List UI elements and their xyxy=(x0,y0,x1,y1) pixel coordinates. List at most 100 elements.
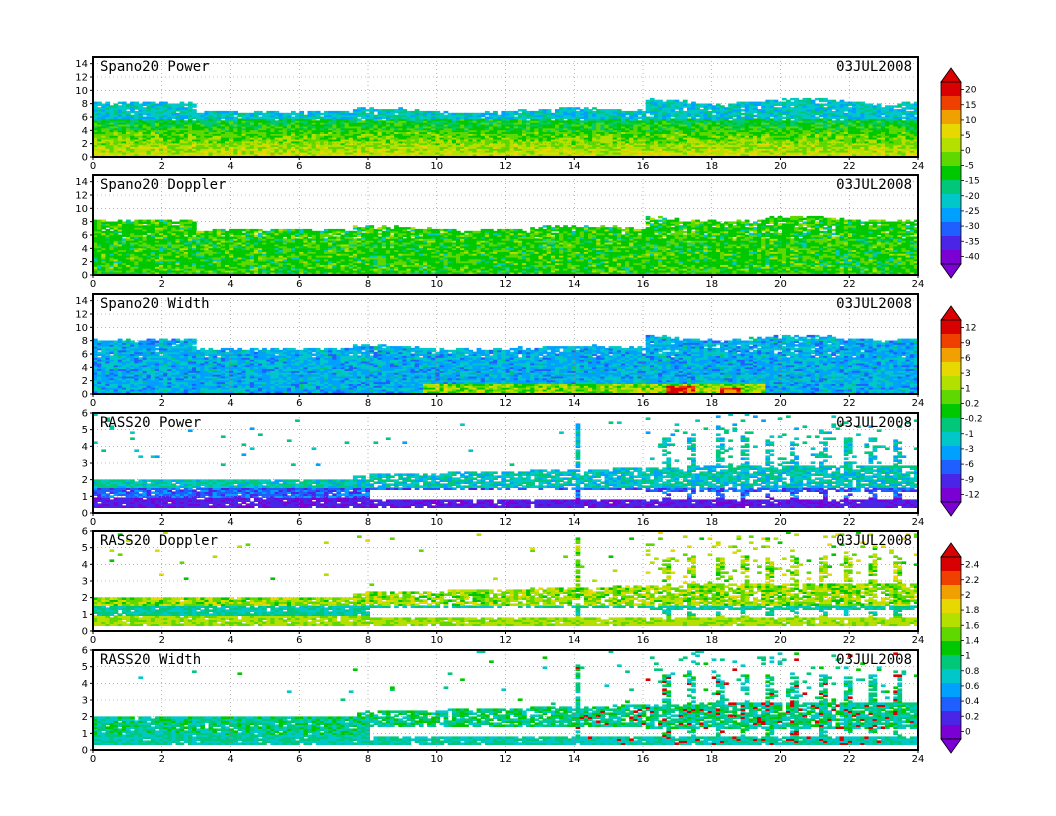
heat-cell xyxy=(802,101,808,105)
heat-cell xyxy=(542,142,548,146)
heat-cell xyxy=(183,112,189,116)
heat-cell xyxy=(711,124,717,127)
heat-cell xyxy=(352,146,358,149)
heat-cell xyxy=(97,107,102,110)
heat-cell xyxy=(703,135,709,138)
heat-cell xyxy=(117,137,123,140)
heat-cell xyxy=(418,110,424,114)
heat-cell xyxy=(497,129,502,133)
heat-cell xyxy=(740,125,746,129)
heat-cell xyxy=(773,142,779,146)
heat-cell xyxy=(802,114,808,118)
heat-cell xyxy=(736,144,742,147)
heat-cell xyxy=(150,122,156,125)
heat-cell xyxy=(315,148,321,151)
heat-cell xyxy=(418,140,424,144)
heat-cell xyxy=(348,137,354,140)
heat-cell xyxy=(229,150,234,153)
heat-cell xyxy=(225,146,230,149)
heat-cell xyxy=(468,114,474,118)
heat-cell xyxy=(282,129,288,133)
heat-cell xyxy=(484,127,490,131)
heat-cell xyxy=(423,133,428,136)
heat-cell xyxy=(777,129,783,133)
heat-cell xyxy=(748,125,754,129)
heat-cell xyxy=(517,109,523,112)
heat-cell xyxy=(526,114,531,118)
heat-cell xyxy=(546,129,552,133)
heat-cell xyxy=(418,114,424,118)
heat-cell xyxy=(592,152,597,155)
heat-cell xyxy=(703,138,709,142)
heat-cell xyxy=(674,112,680,116)
heat-cell xyxy=(204,135,210,138)
heat-cell xyxy=(814,112,820,116)
heat-cell xyxy=(282,137,288,140)
heat-cell xyxy=(596,114,601,118)
heat-cell xyxy=(336,152,342,155)
heat-cell xyxy=(501,125,507,129)
heat-cell xyxy=(126,140,131,144)
heat-cell xyxy=(583,109,589,112)
heat-cell xyxy=(216,127,222,131)
heat-cell xyxy=(464,114,469,118)
heat-cell xyxy=(600,125,606,129)
heat-cell xyxy=(583,114,589,118)
heat-cell xyxy=(550,131,556,134)
heat-cell xyxy=(608,127,614,131)
heat-cell xyxy=(369,124,375,127)
heat-cell xyxy=(357,146,362,149)
heat-cell xyxy=(695,109,700,112)
heat-cell xyxy=(493,148,498,151)
heat-cell xyxy=(105,112,111,116)
heat-cell xyxy=(208,120,214,123)
heat-cell xyxy=(212,125,218,129)
heat-cell xyxy=(109,131,115,134)
heat-cell xyxy=(253,120,259,123)
heat-cell xyxy=(530,120,535,123)
heat-cell xyxy=(691,152,696,155)
heat-cell xyxy=(583,120,589,123)
heat-cell xyxy=(575,107,581,110)
heat-cell xyxy=(798,109,804,112)
heat-cell xyxy=(480,129,486,133)
heat-cell xyxy=(489,114,494,118)
heat-cell xyxy=(744,109,750,112)
heat-cell xyxy=(390,110,395,114)
heat-cell xyxy=(476,118,482,121)
heat-cell xyxy=(695,138,700,142)
heat-cell xyxy=(101,153,107,157)
heat-cell xyxy=(814,135,820,138)
heat-cell xyxy=(192,140,197,144)
heat-cell xyxy=(204,133,210,136)
heat-cell xyxy=(229,120,234,123)
heat-cell xyxy=(600,109,606,112)
heat-cell xyxy=(109,153,115,157)
heat-cell xyxy=(468,125,474,129)
heat-cell xyxy=(530,150,535,153)
heat-cell xyxy=(348,114,354,118)
heat-cell xyxy=(266,142,272,146)
heat-cell xyxy=(130,135,135,138)
heat-cell xyxy=(847,127,853,131)
heat-cell xyxy=(134,103,140,106)
heat-cell xyxy=(439,133,445,136)
heat-cell xyxy=(880,148,886,151)
heat-cell xyxy=(872,110,878,114)
heat-cell xyxy=(695,114,700,118)
heat-cell xyxy=(662,140,667,144)
heat-cell xyxy=(480,142,486,146)
heat-cell xyxy=(579,112,585,116)
heat-cell xyxy=(715,133,721,136)
heat-cell xyxy=(460,142,465,146)
heat-cell xyxy=(101,142,107,146)
heat-cell xyxy=(423,137,428,140)
heat-cell xyxy=(406,131,412,134)
heat-cell xyxy=(736,133,742,136)
heat-cell xyxy=(159,129,164,133)
heat-cell xyxy=(843,135,849,138)
heat-cell xyxy=(505,140,511,144)
heat-cell xyxy=(588,118,593,121)
heat-cell xyxy=(814,127,820,131)
heat-cell xyxy=(769,142,775,146)
